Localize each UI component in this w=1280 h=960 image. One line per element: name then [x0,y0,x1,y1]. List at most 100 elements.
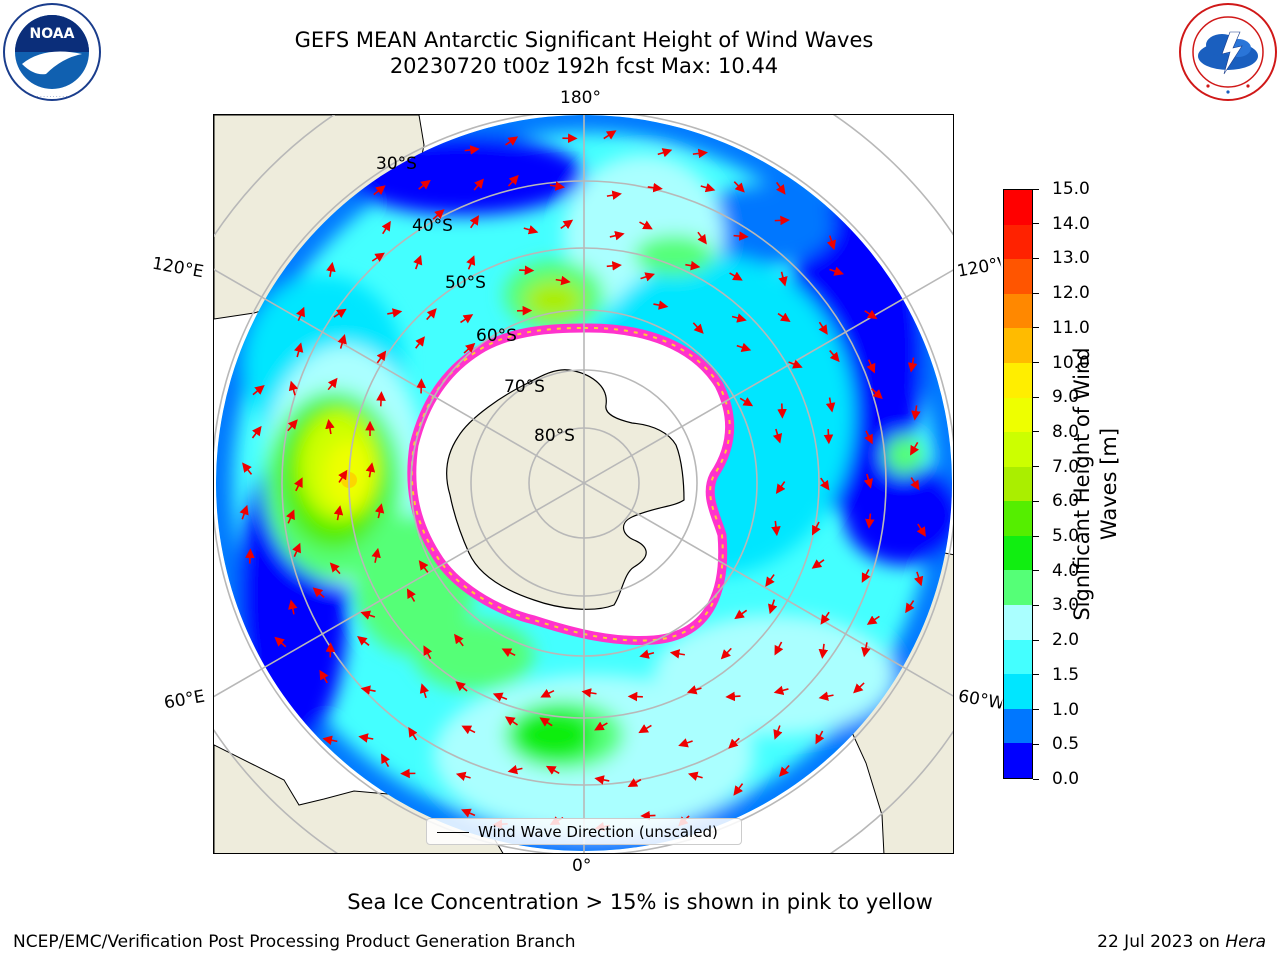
wave-direction-arrow [501,648,516,658]
wave-direction-arrow [539,717,553,727]
wave-direction-arrow [815,730,825,745]
wave-direction-arrow [288,380,299,396]
wave-direction-arrow [322,735,338,745]
polar-map: 30°S 40°S 50°S 60°S 70°S 80°S [213,114,954,854]
wave-direction-arrow [387,308,403,318]
nws-logo [1178,2,1278,102]
colorbar-segment [1004,742,1032,778]
wave-direction-arrow [910,477,920,491]
wave-direction-arrow [778,271,788,287]
wave-direction-arrow [337,333,347,349]
wave-direction-arrow [381,753,390,768]
lat-label-40s: 40°S [412,216,453,236]
wave-direction-arrow [861,569,871,583]
wave-direction-arrow [733,181,745,193]
wave-direction-arrow [818,691,834,701]
wave-direction-arrow [647,182,663,193]
wave-direction-arrow [864,430,873,445]
wave-direction-arrow [720,647,732,660]
wave-direction-arrow [686,685,702,695]
colorbar-tick-label: 8.0 [1052,421,1080,442]
wave-direction-arrow [774,641,784,656]
wave-direction-arrow [288,599,298,615]
wave-direction-arrow [772,428,783,444]
colorbar-tick [1033,743,1039,745]
wave-direction-arrow [657,148,673,158]
wave-direction-arrow [466,255,476,270]
wave-direction-arrow [357,635,370,646]
wave-direction-arrow [464,145,480,155]
wave-direction-arrow [606,190,622,200]
colorbar-segment [1004,604,1032,640]
colorbar-tick [1033,639,1039,641]
wave-direction-arrow [325,418,335,435]
footer-machine: Hera [1225,932,1266,952]
colorbar-tick [1033,188,1039,190]
wave-direction-arrow [287,419,298,432]
colorbar-segment [1004,535,1032,571]
wave-direction-arrow [374,503,385,519]
colorbar-segment [1004,639,1032,675]
wave-direction-arrow [319,669,329,684]
wave-direction-arrow [820,477,830,491]
wave-direction-arrow [432,209,445,220]
colorbar-tick-label: 0.5 [1052,734,1080,755]
wave-direction-arrow [669,649,685,659]
wave-direction-arrow [463,342,476,354]
colorbar-tick-label: 0.0 [1052,769,1080,789]
wave-direction-arrow [333,505,344,521]
lat-label-70s: 70°S [504,377,545,397]
wave-direction-arrow [296,306,305,322]
wave-direction-arrow [581,688,597,698]
antarctica-land [446,369,685,610]
colorbar-tick [1033,500,1039,502]
noaa-logo: NOAA · · · · · · · · · · · · [2,2,102,102]
colorbar-tick [1033,778,1039,780]
wave-direction-arrow [775,181,786,195]
wave-direction-arrow [594,721,608,731]
wave-direction-arrow [327,377,338,391]
lat-label-30s: 30°S [376,154,417,174]
wave-direction-arrow [523,225,539,235]
colorbar-tick [1033,327,1039,329]
wave-direction-arrow [373,185,386,196]
colorbar-label: Significant Height of Wind Waves [m] [1070,347,1121,621]
wave-direction-arrow [829,266,844,276]
colorbar-tick [1033,570,1039,572]
wave-direction-arrow [540,688,555,698]
colorbar-segment [1004,293,1032,329]
wave-direction-arrow [818,321,828,335]
wave-direction-arrow [333,308,347,318]
lat-label-60s: 60°S [476,326,517,346]
lat-label-80s: 80°S [534,426,575,446]
colorbar-tick-label: 13.0 [1052,248,1090,269]
wave-direction-arrow [829,350,840,363]
wave-direction-arrow [864,309,878,320]
wave-direction-arrow [773,685,789,696]
colorbar-segment [1004,673,1032,709]
wave-direction-arrow [549,181,566,191]
wave-direction-arrow [455,681,468,692]
wave-direction-arrow [371,252,385,262]
wave-direction-arrow [729,271,743,281]
wave-direction-arrow [560,219,574,230]
wave-direction-arrow [406,588,416,602]
wave-direction-arrow [826,235,837,251]
wave-direction-arrow [685,260,701,271]
lon-label-120e: 120°E [150,253,206,283]
wave-direction-arrow [418,560,429,573]
footer-date: 22 Jul 2023 on Hera [1097,932,1266,952]
wave-direction-arrow [603,130,617,140]
wave-direction-arrow [312,587,325,598]
wave-direction-arrow [825,397,836,413]
colorbar-tick-label: 15.0 [1052,179,1090,199]
wave-direction-arrow [653,300,669,310]
wave-direction-arrow [461,808,476,818]
wave-direction-arrow [413,254,423,270]
colorbar-tick-label: 3.0 [1052,595,1080,616]
wave-direction-arrow [504,716,518,726]
svg-text:· · · · · · · · · · · ·: · · · · · · · · · · · · [34,94,71,100]
colorbar-tick-label: 2.0 [1052,630,1080,651]
wave-direction-arrow [916,523,926,537]
lat-label-50s: 50°S [445,273,486,293]
